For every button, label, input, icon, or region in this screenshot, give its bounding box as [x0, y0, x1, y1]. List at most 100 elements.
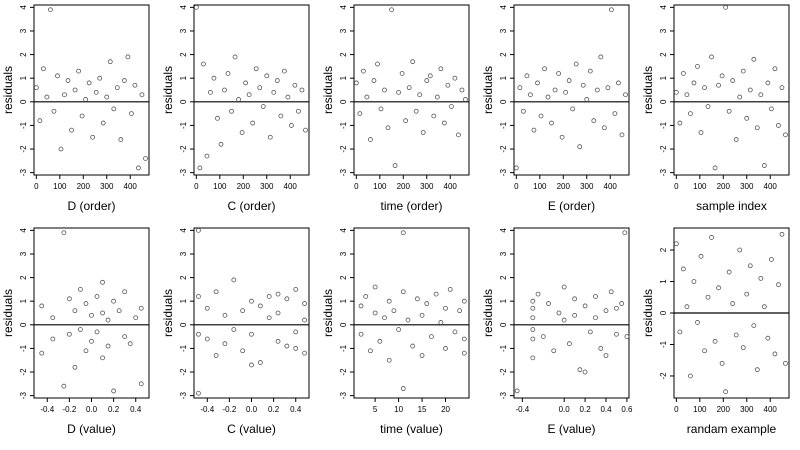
x-tick-label: 300: [580, 182, 594, 191]
y-tick-label: -2: [179, 145, 188, 153]
residual-point: [302, 317, 307, 323]
residual-point: [357, 111, 363, 117]
residual-point: [37, 118, 43, 124]
residual-point: [577, 144, 583, 150]
residual-point: [524, 73, 530, 79]
residual-point: [138, 381, 144, 387]
residual-point: [138, 305, 144, 311]
residual-point: [677, 329, 683, 335]
residual-point: [598, 54, 604, 60]
residual-point: [530, 298, 536, 304]
residual-point: [434, 94, 440, 100]
residual-point: [196, 227, 201, 233]
y-tick-label: -2: [339, 368, 348, 376]
x-tick-label: 100: [533, 182, 547, 191]
residual-point: [122, 334, 128, 340]
residual-point: [386, 357, 392, 363]
x-tick-label: 0: [514, 182, 519, 191]
residual-point: [772, 351, 778, 357]
residual-point: [121, 78, 127, 83]
residual-point: [372, 284, 378, 290]
residual-point: [33, 85, 39, 91]
residual-point: [623, 92, 628, 98]
residual-point: [716, 82, 721, 88]
residual-point: [540, 334, 546, 340]
x-axis-label: E (order): [548, 199, 595, 213]
plot-frame: [673, 4, 790, 176]
x-tick-label: 300: [740, 182, 754, 191]
residual-point: [232, 54, 238, 60]
plot-frame: [193, 4, 310, 176]
residual-point: [284, 343, 290, 349]
y-tick-label: 4: [499, 228, 508, 233]
y-tick-label: -3: [179, 392, 188, 400]
residual-point: [222, 87, 227, 93]
residual-point: [461, 336, 467, 342]
residual-point: [51, 108, 57, 114]
residual-point: [776, 123, 781, 128]
residual-point: [559, 134, 565, 140]
y-tick-label: -2: [499, 368, 508, 376]
residual-point: [111, 388, 117, 394]
y-tick-label: 3: [19, 28, 28, 33]
residual-point: [353, 80, 359, 86]
residual-point: [249, 331, 254, 337]
y-tick-label: 3: [179, 251, 188, 256]
x-tick-label: 200: [237, 182, 251, 191]
residual-point: [447, 286, 453, 292]
residual-point: [100, 310, 105, 316]
residual-point: [378, 106, 384, 112]
residual-point: [542, 66, 547, 72]
x-tick-label: 200: [557, 182, 571, 191]
residual-point: [461, 298, 467, 304]
residual-point: [712, 338, 718, 344]
residual-point: [69, 127, 74, 133]
residual-point: [211, 75, 217, 81]
y-tick-label: 1: [499, 298, 508, 303]
y-tick-label: 3: [339, 251, 348, 256]
residual-point: [709, 54, 714, 60]
y-tick-label: -1: [179, 344, 188, 352]
residual-point: [48, 7, 53, 13]
residual-point: [535, 80, 540, 86]
residual-point: [776, 282, 781, 288]
residual-point: [730, 301, 736, 306]
residual-point: [561, 317, 567, 323]
y-tick-label: 1: [499, 75, 508, 80]
x-tick-label: -0.2: [62, 405, 76, 414]
y-tick-label: 2: [179, 52, 188, 57]
x-tick-label: 300: [100, 182, 114, 191]
residual-point: [779, 231, 785, 237]
y-axis-label: residuals: [161, 66, 175, 114]
residual-point: [556, 310, 562, 316]
y-tick-label: -1: [659, 121, 668, 129]
residual-point: [419, 353, 425, 358]
x-tick-label: 100: [373, 182, 387, 191]
residual-point: [278, 113, 284, 119]
residual-point: [360, 68, 366, 74]
x-tick-label: 5: [373, 405, 378, 414]
residual-point: [424, 301, 430, 306]
y-tick-label: -3: [499, 169, 508, 177]
residual-point: [139, 92, 145, 98]
residual-point: [236, 97, 241, 102]
residual-point: [719, 360, 725, 366]
x-tick-label: 0.0: [86, 405, 98, 414]
residual-point: [97, 75, 103, 81]
y-axis-label: residuals: [321, 289, 335, 337]
y-tick-label: 4: [339, 5, 348, 10]
residual-point: [303, 127, 308, 133]
residual-point: [105, 343, 111, 349]
residual-point: [417, 92, 423, 98]
y-tick-label: 0: [339, 322, 348, 327]
residual-point: [608, 7, 614, 13]
residual-point: [530, 327, 536, 332]
residual-point: [368, 137, 373, 142]
residual-point: [204, 305, 210, 311]
residual-point: [452, 329, 458, 335]
residual-point: [55, 73, 60, 79]
residual-point: [622, 230, 628, 236]
residual-point: [100, 120, 106, 126]
y-tick-label: -1: [339, 344, 348, 352]
